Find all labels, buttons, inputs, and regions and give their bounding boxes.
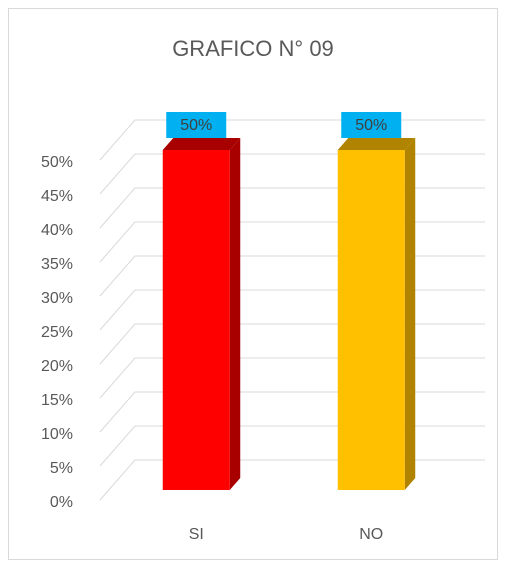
bar — [337, 150, 405, 490]
x-tick-label: NO — [359, 526, 383, 543]
y-tick-label: 15% — [41, 392, 73, 409]
y-tick-label: 20% — [41, 358, 73, 375]
y-tick-label: 45% — [41, 188, 73, 205]
bar-side — [404, 138, 416, 490]
chart-title: GRAFICO N° 09 — [172, 36, 334, 61]
bar-top — [162, 138, 241, 150]
chart-frame — [8, 8, 498, 560]
y-tick-label: 10% — [41, 426, 73, 443]
y-tick-label: 50% — [41, 154, 73, 171]
data-label-box — [341, 112, 402, 138]
y-tick-label: 25% — [41, 324, 73, 341]
x-tick-label: SI — [189, 526, 204, 543]
data-label-box — [166, 112, 227, 138]
y-tick-label: 30% — [41, 290, 73, 307]
y-tick-label: 35% — [41, 256, 73, 273]
y-tick-label: 0% — [50, 494, 73, 511]
bar-side — [229, 138, 241, 490]
y-tick-label: 5% — [50, 460, 73, 477]
data-label: 50% — [355, 117, 387, 134]
data-label: 50% — [180, 117, 212, 134]
bar — [162, 150, 230, 490]
y-tick-label: 40% — [41, 222, 73, 239]
bar-top — [337, 138, 416, 150]
